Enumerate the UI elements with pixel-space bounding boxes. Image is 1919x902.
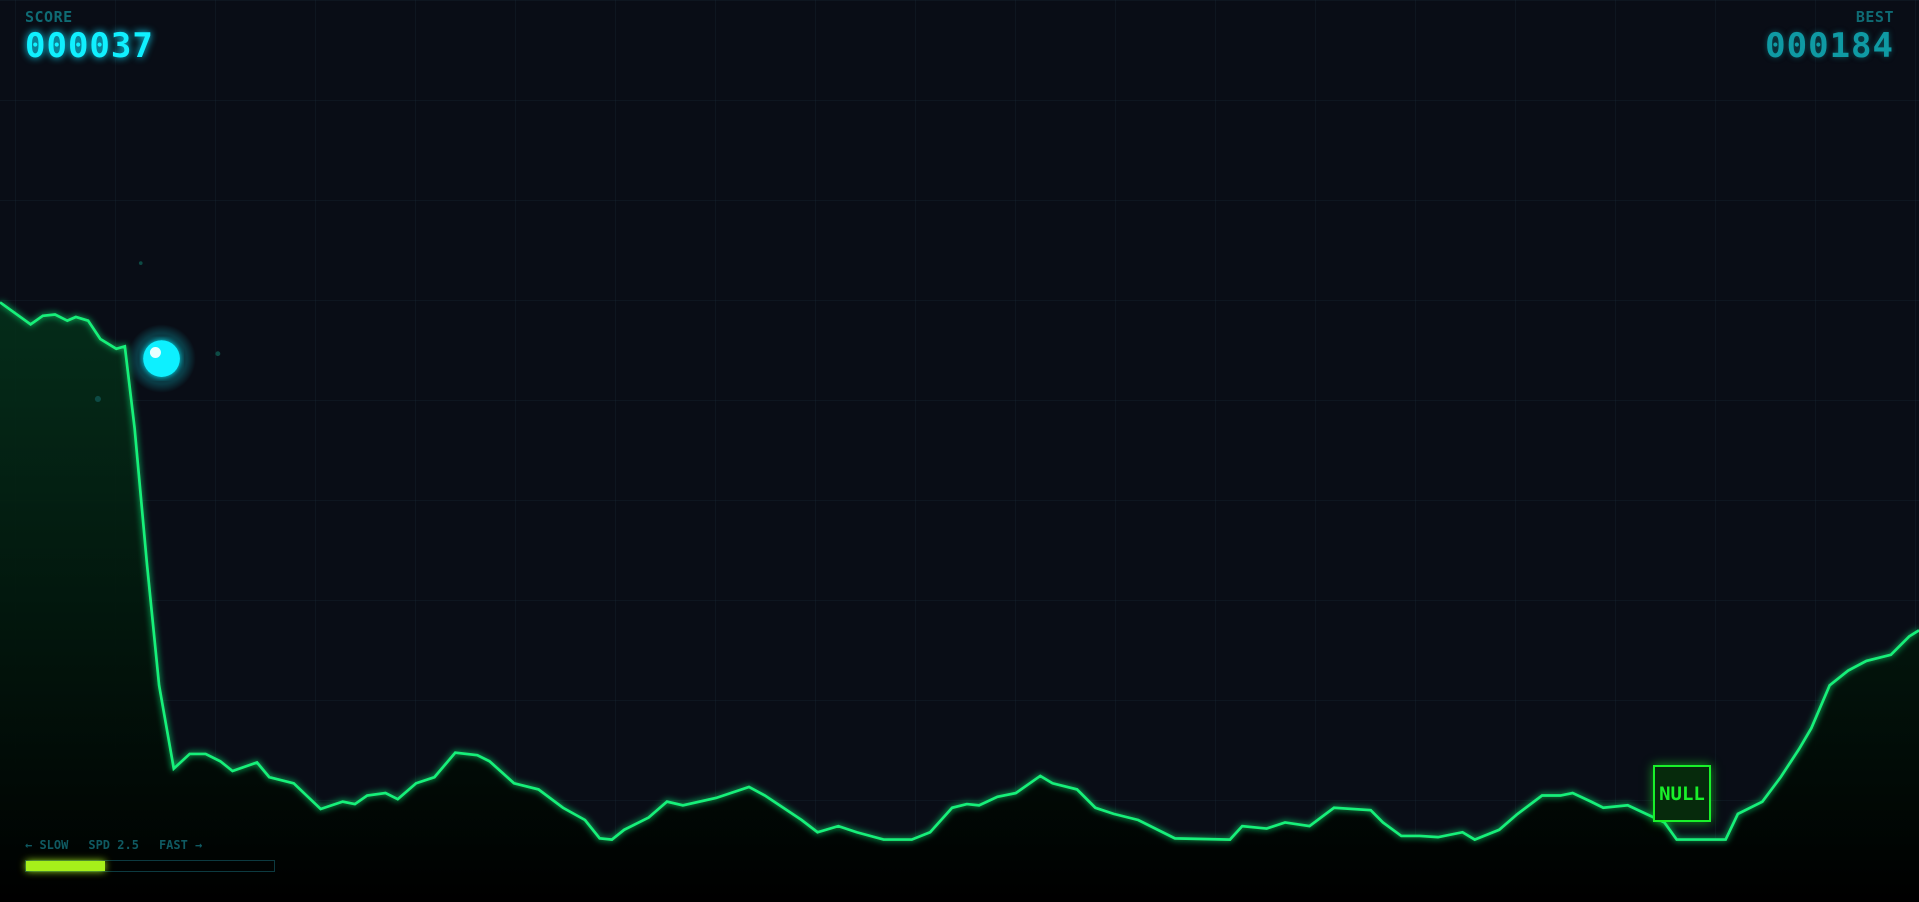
speed-value: SPD 2.5 (88, 838, 139, 852)
terrain-line (0, 301, 1919, 842)
speed-bar (25, 860, 275, 872)
best-value: 000184 (1765, 26, 1894, 66)
speed-bar-fill (26, 861, 106, 871)
terrain-fill (0, 302, 1919, 902)
player-ball (127, 324, 196, 393)
null-obstacle: NULL (1653, 765, 1711, 822)
score-label: SCORE (25, 8, 73, 26)
speed-fast-label: FAST → (158, 838, 203, 852)
speed-slow-label: ← SLOW (25, 838, 69, 852)
speed-labels: ← SLOW SPD 2.5 FAST → (25, 838, 222, 852)
score-value: 000037 (25, 26, 154, 66)
particles (94, 261, 221, 403)
best-label: BEST (1855, 8, 1894, 26)
